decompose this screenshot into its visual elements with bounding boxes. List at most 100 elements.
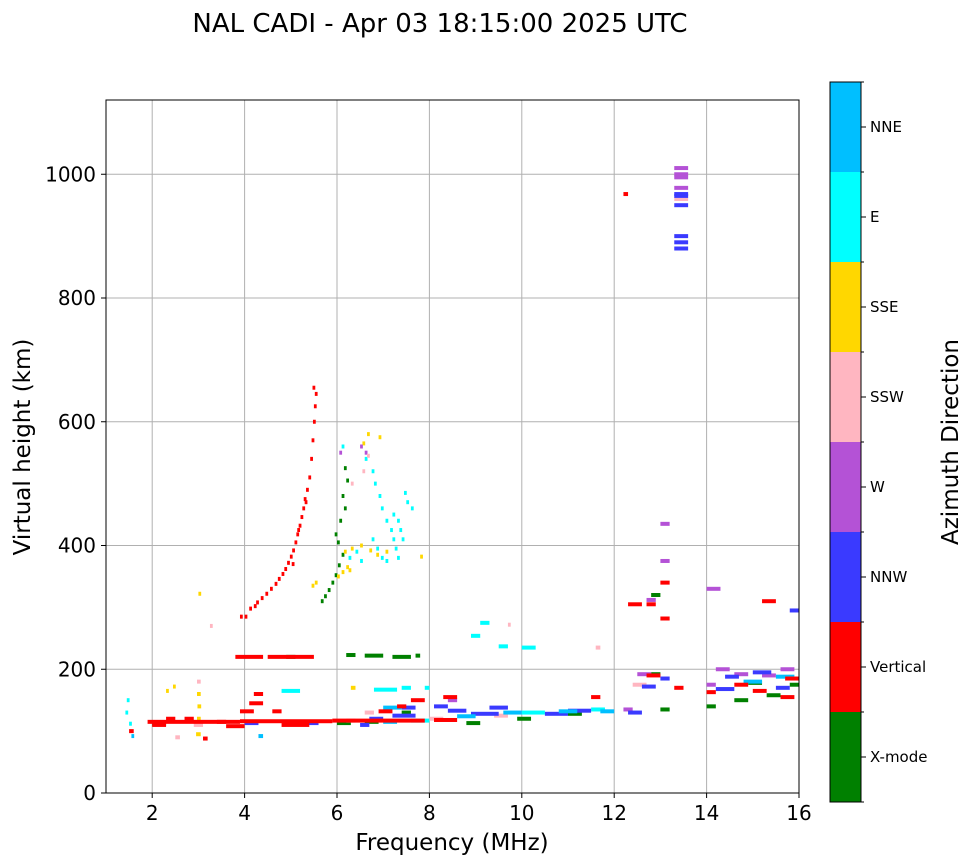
- y-tick-label: 800: [58, 286, 96, 310]
- data-point: [152, 722, 167, 727]
- data-point: [312, 419, 316, 424]
- data-marks: [125, 166, 799, 741]
- x-tick-label: 6: [331, 801, 344, 825]
- data-point: [277, 576, 281, 581]
- data-point: [339, 450, 343, 455]
- x-tick-label: 4: [238, 801, 251, 825]
- data-point: [762, 599, 776, 604]
- data-point: [350, 546, 354, 551]
- x-tick-label: 2: [146, 801, 159, 825]
- data-point: [517, 716, 532, 721]
- data-point: [294, 540, 298, 545]
- data-point: [302, 506, 306, 511]
- data-point: [706, 682, 716, 687]
- data-point: [775, 685, 790, 690]
- data-point: [503, 710, 522, 715]
- data-point: [129, 729, 134, 734]
- data-point: [360, 558, 363, 563]
- data-point: [734, 672, 749, 677]
- data-point: [466, 721, 481, 726]
- data-point: [313, 404, 317, 409]
- y-tick-label: 200: [58, 657, 96, 681]
- data-point: [380, 555, 384, 560]
- data-point: [337, 574, 340, 579]
- data-point: [376, 552, 380, 557]
- data-point: [780, 695, 795, 700]
- data-point: [743, 679, 763, 684]
- data-point: [674, 175, 689, 180]
- colorbar-tick-label: SSW: [870, 388, 904, 406]
- data-point: [314, 580, 318, 585]
- x-tick-label: 14: [694, 801, 719, 825]
- y-axis-label: Virtual height (km): [10, 339, 36, 556]
- colorbar-tick-label: W: [870, 478, 885, 496]
- data-point: [364, 653, 384, 658]
- data-point: [296, 532, 300, 537]
- data-point: [360, 722, 370, 727]
- data-point: [125, 710, 129, 715]
- data-point: [126, 698, 130, 703]
- data-point: [415, 653, 421, 658]
- data-point: [392, 512, 396, 517]
- data-point: [410, 506, 414, 511]
- data-point: [646, 597, 656, 602]
- data-point: [341, 570, 345, 575]
- data-point: [239, 709, 254, 714]
- data-point: [651, 593, 661, 597]
- data-point: [324, 594, 327, 599]
- data-point: [346, 653, 356, 658]
- data-point: [197, 716, 201, 721]
- data-point: [129, 721, 132, 726]
- x-tick-label: 12: [601, 801, 626, 825]
- data-point: [292, 548, 295, 553]
- chart-title: NAL CADI - Apr 03 18:15:00 2025 UTC: [192, 9, 687, 39]
- data-point: [265, 591, 269, 596]
- y-tick-label: 400: [58, 534, 96, 558]
- colorbar-swatch: [830, 442, 861, 532]
- data-point: [346, 565, 350, 570]
- data-point: [646, 673, 661, 678]
- data-point: [660, 558, 670, 563]
- colorbar-swatch: [830, 532, 861, 622]
- data-point: [256, 600, 259, 605]
- data-point: [350, 685, 356, 690]
- data-point: [397, 518, 400, 523]
- data-point: [260, 596, 264, 601]
- data-point: [239, 614, 243, 619]
- data-point: [235, 654, 264, 659]
- data-point: [380, 506, 384, 511]
- data-point: [424, 685, 430, 690]
- data-point: [360, 444, 363, 449]
- data-point: [660, 676, 670, 681]
- data-point: [385, 549, 389, 554]
- data-point: [789, 682, 799, 687]
- data-point: [274, 581, 278, 586]
- data-point: [281, 688, 301, 693]
- data-point: [306, 487, 309, 492]
- colorbar-frame: [829, 81, 862, 803]
- data-point: [674, 685, 684, 690]
- data-point: [394, 546, 398, 551]
- data-point: [253, 692, 264, 696]
- data-point: [383, 705, 402, 710]
- data-point: [147, 719, 240, 724]
- data-point: [521, 645, 536, 650]
- data-point: [267, 654, 314, 659]
- data-point: [376, 546, 380, 551]
- data-point: [623, 707, 633, 712]
- data-point: [568, 708, 592, 713]
- x-tick-label: 10: [509, 801, 534, 825]
- data-point: [249, 606, 252, 611]
- colorbar-swatch: [830, 622, 861, 712]
- data-point: [470, 711, 499, 716]
- data-point: [392, 713, 416, 718]
- data-point: [378, 709, 393, 714]
- colorbar-tick-label: NNW: [870, 568, 907, 586]
- data-point: [287, 560, 290, 565]
- data-point: [304, 500, 308, 505]
- data-point: [674, 192, 689, 197]
- data-point: [244, 614, 248, 619]
- data-point: [494, 713, 508, 718]
- plot-frame: [105, 99, 800, 794]
